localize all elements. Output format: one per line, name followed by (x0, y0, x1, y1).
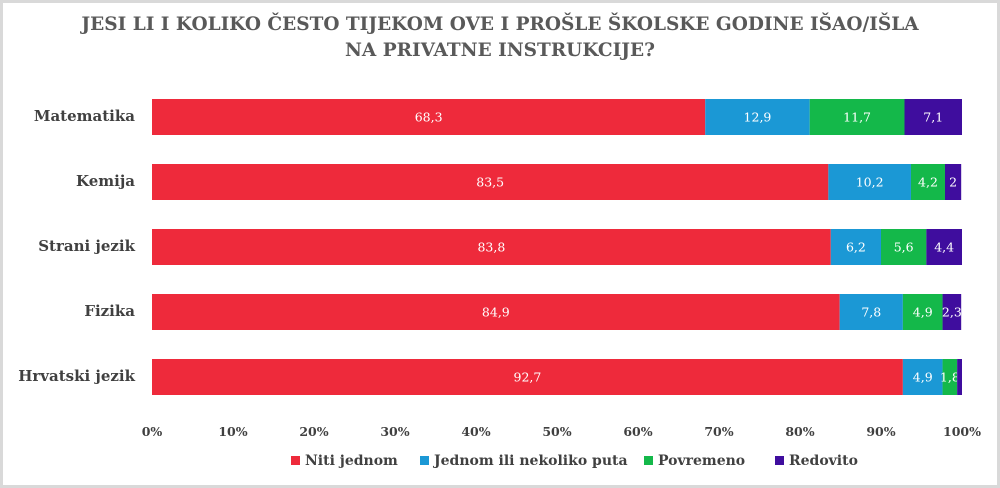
bar-hrvatski-jezik-series-1 (152, 359, 903, 395)
data-label: 6,2 (846, 240, 866, 255)
bar-fizika-series-2 (839, 294, 903, 330)
x-tick-label: 80% (785, 424, 814, 439)
bar-hrvatski-jezik-series-3 (942, 359, 958, 395)
bar-strani-jezik-series-2 (830, 229, 881, 265)
legend-label: Niti jednom (305, 453, 398, 469)
x-tick-label: 0% (142, 424, 163, 439)
data-label: 4,9 (913, 305, 933, 320)
data-label: 5,6 (894, 240, 914, 255)
data-label: 2,3 (942, 305, 962, 320)
x-tick-label: 10% (218, 424, 247, 439)
category-label: Matematika (34, 107, 135, 125)
bar-kemija-series-1 (152, 164, 829, 200)
category-labels: Matematika Kemija Strani jezik Fizika Hrvats… (18, 107, 135, 385)
legend-swatch (644, 456, 653, 465)
bar-fizika-series-1 (152, 294, 840, 330)
bar-kemija-series-4 (944, 164, 962, 200)
bar-strani-jezik-series-3 (881, 229, 927, 265)
data-label: 92,7 (514, 370, 542, 385)
x-tick-label: 20% (299, 424, 328, 439)
data-label: 84,9 (482, 305, 510, 320)
data-label: 4,2 (918, 175, 938, 190)
bar-matematika-series-2 (705, 99, 810, 135)
legend-label: Povremeno (658, 453, 745, 469)
chart-frame: JESI LI I KOLIKO ČESTO TIJEKOM OVE I PRO… (3, 3, 997, 485)
legend-swatch (291, 456, 300, 465)
legend-swatch (775, 456, 784, 465)
bar-fizika-series-3 (902, 294, 943, 330)
chart-title: JESI LI I KOLIKO ČESTO TIJEKOM OVE I PRO… (79, 12, 919, 61)
bar-kemija-series-3 (910, 164, 945, 200)
category-label: Fizika (84, 302, 135, 320)
x-tick-label: 50% (542, 424, 571, 439)
bars: 68,3 12,9 11,7 7,1 83,5 10,2 4,2 2 83,8 6,2 5,6 4,4… (152, 99, 962, 395)
x-tick-label: 90% (866, 424, 895, 439)
data-label: 7,8 (861, 305, 881, 320)
data-label: 4,9 (913, 370, 933, 385)
data-label: 12,9 (744, 110, 772, 125)
chart-title-line-1: JESI LI I KOLIKO ČESTO TIJEKOM OVE I PRO… (79, 12, 919, 35)
x-tick-label: 100% (943, 424, 981, 439)
bar-strani-jezik-series-4 (926, 229, 962, 265)
data-label: 83,8 (477, 240, 505, 255)
data-label: 11,7 (843, 110, 871, 125)
chart-title-line-2: NA PRIVATNE INSTRUKCIJE? (345, 40, 655, 61)
bar-matematika-series-3 (809, 99, 905, 135)
category-label: Kemija (76, 172, 135, 190)
x-tick-label: 30% (380, 424, 409, 439)
bar-hrvatski-jezik-series-4 (957, 359, 962, 395)
legend: Niti jednom Jednom ili nekoliko puta Povre… (291, 453, 858, 469)
bar-strani-jezik-series-1 (152, 229, 831, 265)
x-tick-label: 40% (461, 424, 490, 439)
x-tick-label: 70% (704, 424, 733, 439)
category-label: Hrvatski jezik (18, 367, 135, 385)
bar-hrvatski-jezik-series-2 (902, 359, 943, 395)
legend-label: Jednom ili nekoliko puta (432, 453, 628, 469)
bar-fizika-series-4 (942, 294, 962, 330)
data-label: 7,1 (923, 110, 943, 125)
data-label: 1,8 (940, 370, 960, 385)
bar-kemija-series-2 (828, 164, 911, 200)
stacked-bar-chart: JESI LI I KOLIKO ČESTO TIJEKOM OVE I PRO… (18, 12, 981, 469)
data-label: 10,2 (856, 175, 884, 190)
legend-label: Redovito (789, 453, 858, 469)
x-tick-label: 60% (623, 424, 652, 439)
data-label: 4,4 (934, 240, 954, 255)
data-label: 2 (949, 175, 957, 190)
data-label: 68,3 (415, 110, 443, 125)
category-label: Strani jezik (38, 237, 135, 255)
data-label: 83,5 (476, 175, 504, 190)
x-axis-ticks: 0% 10% 20% 30% 40% 50% 60% 70% 80% 90% 100% (142, 424, 981, 439)
legend-swatch (420, 456, 429, 465)
bar-matematika-series-1 (152, 99, 706, 135)
bar-matematika-series-4 (904, 99, 962, 135)
